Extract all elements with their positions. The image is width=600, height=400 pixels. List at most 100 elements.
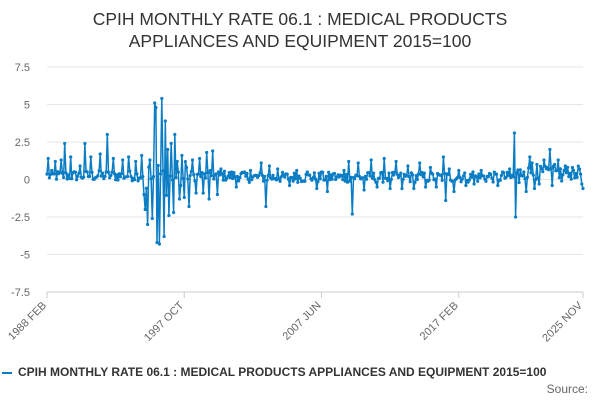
data-point <box>182 195 186 200</box>
data-point <box>523 177 527 181</box>
y-axis-ticks: 7.5 5 2.5 0 -2.5 -5 -7.5 <box>11 62 30 299</box>
data-point <box>356 161 360 165</box>
data-point <box>99 174 103 178</box>
data-point <box>221 178 225 182</box>
data-point <box>192 173 196 177</box>
data-point <box>548 147 552 152</box>
data-point <box>111 156 115 161</box>
data-point <box>459 180 463 184</box>
data-point <box>157 242 161 246</box>
data-point <box>377 176 382 180</box>
data-point <box>154 105 158 110</box>
data-point <box>117 172 121 176</box>
data-point <box>345 180 350 184</box>
data-point <box>400 186 404 191</box>
data-point <box>406 164 410 168</box>
data-point <box>575 175 579 179</box>
series-layer <box>45 96 585 246</box>
data-point <box>341 178 345 182</box>
data-point <box>207 197 211 201</box>
data-point <box>330 177 334 181</box>
data-point <box>328 178 332 182</box>
data-point <box>270 177 274 181</box>
data-point <box>286 177 290 181</box>
data-point <box>316 179 320 184</box>
data-point <box>217 170 221 174</box>
data-point <box>83 141 87 146</box>
data-point <box>361 176 365 180</box>
data-point <box>491 180 495 184</box>
y-tick-label: -2.5 <box>11 212 30 224</box>
data-point <box>288 183 292 188</box>
data-point <box>231 176 235 181</box>
data-point <box>353 177 357 181</box>
data-point <box>290 175 294 180</box>
data-point <box>387 171 391 175</box>
data-point <box>370 176 374 180</box>
data-point <box>344 172 348 176</box>
data-point <box>116 178 120 182</box>
data-point <box>226 174 230 178</box>
data-point <box>69 155 73 159</box>
data-point <box>349 175 353 179</box>
data-point <box>168 174 172 178</box>
x-tick-label: 2025 NOV <box>540 299 585 344</box>
data-point <box>238 176 242 180</box>
data-point <box>291 179 295 183</box>
data-point <box>257 174 261 178</box>
data-point <box>169 141 173 146</box>
data-point <box>146 222 150 227</box>
data-point <box>164 193 169 197</box>
data-point <box>489 172 493 176</box>
data-point <box>505 170 509 174</box>
data-point <box>362 188 366 192</box>
legend-swatch <box>2 372 12 374</box>
data-point <box>433 177 437 181</box>
data-point <box>443 172 447 176</box>
data-point <box>280 170 285 174</box>
data-point <box>136 179 140 183</box>
data-point <box>415 177 419 182</box>
data-point <box>129 174 133 179</box>
data-point <box>65 177 69 181</box>
y-tick-label: 2.5 <box>15 137 30 149</box>
data-point <box>528 155 532 159</box>
data-point <box>530 161 534 165</box>
data-point <box>97 169 101 173</box>
chart-title-line-1: CPIH MONTHLY RATE 06.1 : MEDICAL PRODUCT… <box>92 9 508 29</box>
data-point <box>250 178 254 182</box>
data-point <box>85 170 89 174</box>
data-point <box>180 153 184 158</box>
data-point <box>142 192 146 197</box>
data-point <box>439 173 443 177</box>
data-point <box>506 173 511 177</box>
data-point <box>357 174 361 178</box>
data-point <box>119 172 124 176</box>
data-point <box>401 177 405 181</box>
data-point <box>167 213 171 218</box>
data-point <box>408 180 412 184</box>
data-point <box>529 171 533 175</box>
data-point <box>98 152 102 156</box>
data-point <box>219 167 223 171</box>
data-point <box>413 180 417 184</box>
data-point <box>540 167 544 171</box>
data-point <box>227 171 231 175</box>
data-point <box>456 175 460 180</box>
data-point <box>248 168 253 173</box>
data-point <box>441 155 445 159</box>
data-point <box>108 176 112 180</box>
data-point <box>471 170 475 174</box>
data-point <box>321 170 325 174</box>
data-point <box>375 185 379 189</box>
data-point <box>141 175 145 179</box>
data-point <box>149 177 153 181</box>
data-point <box>579 172 583 176</box>
data-point <box>159 172 163 176</box>
data-point <box>504 175 508 180</box>
data-point <box>222 169 227 173</box>
data-point <box>428 165 432 170</box>
data-point <box>573 176 577 180</box>
data-point <box>355 174 359 178</box>
